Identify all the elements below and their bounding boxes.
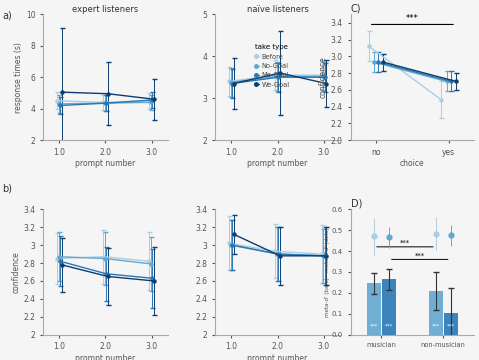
- Y-axis label: response times (s): response times (s): [14, 42, 23, 113]
- Bar: [367, 283, 381, 335]
- Y-axis label: confidence: confidence: [319, 57, 328, 98]
- Text: ***: ***: [400, 240, 410, 246]
- Bar: [444, 313, 457, 335]
- Text: ***: ***: [385, 324, 393, 329]
- X-axis label: choice: choice: [400, 159, 425, 168]
- Y-axis label: confidence: confidence: [11, 251, 21, 293]
- Legend: Before, No-Goal, Me-Goal, We-Goal: Before, No-Goal, Me-Goal, We-Goal: [252, 43, 291, 89]
- Text: b): b): [2, 184, 12, 194]
- X-axis label: prompt number: prompt number: [75, 159, 136, 168]
- Text: ***: ***: [370, 324, 378, 329]
- X-axis label: prompt number: prompt number: [248, 159, 308, 168]
- X-axis label: prompt number: prompt number: [75, 354, 136, 360]
- Text: ***: ***: [446, 324, 455, 329]
- Title: expert listeners: expert listeners: [72, 5, 138, 14]
- X-axis label: prompt number: prompt number: [248, 354, 308, 360]
- Text: ***: ***: [415, 252, 425, 258]
- Bar: [429, 291, 443, 335]
- Text: a): a): [2, 11, 12, 21]
- Title: naïve listeners: naïve listeners: [247, 5, 308, 14]
- Text: ***: ***: [432, 324, 440, 329]
- Text: ***: ***: [406, 14, 419, 23]
- Bar: [382, 279, 396, 335]
- Text: D): D): [351, 198, 362, 208]
- Y-axis label: meta-d' (bars) - meta-d'd' (dots): meta-d' (bars) - meta-d'd' (dots): [325, 227, 330, 317]
- Text: C): C): [351, 4, 361, 14]
